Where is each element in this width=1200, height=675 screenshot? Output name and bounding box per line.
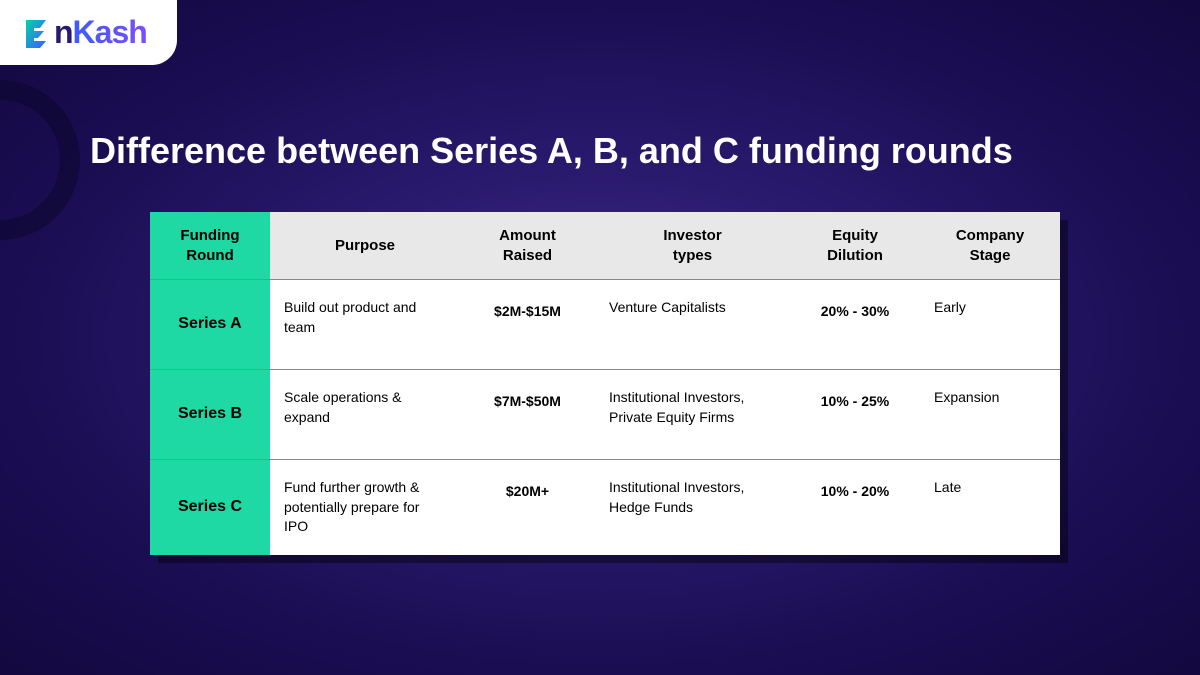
header-stage: CompanyStage bbox=[920, 212, 1060, 280]
cell-amount: $7M-$50M bbox=[460, 370, 595, 460]
page-title: Difference between Series A, B, and C fu… bbox=[90, 130, 1110, 172]
table-container: FundingRound Purpose AmountRaised Invest… bbox=[150, 212, 1110, 555]
header-purpose: Purpose bbox=[270, 212, 460, 280]
cell-stage: Early bbox=[920, 280, 1060, 370]
row-label-series-c: Series C bbox=[150, 460, 270, 555]
cell-purpose: Fund further growth & potentially prepar… bbox=[270, 460, 460, 555]
cell-stage: Late bbox=[920, 460, 1060, 555]
table-row: Series B Scale operations & expand $7M-$… bbox=[150, 370, 1060, 460]
cell-investors: Institutional Investors, Private Equity … bbox=[595, 370, 790, 460]
cell-amount: $20M+ bbox=[460, 460, 595, 555]
table-row: Series A Build out product and team $2M-… bbox=[150, 280, 1060, 370]
content-area: Difference between Series A, B, and C fu… bbox=[0, 0, 1200, 555]
cell-amount: $2M-$15M bbox=[460, 280, 595, 370]
cell-investors: Institutional Investors, Hedge Funds bbox=[595, 460, 790, 555]
cell-stage: Expansion bbox=[920, 370, 1060, 460]
logo-letter-n: n bbox=[54, 14, 73, 50]
row-label-series-a: Series A bbox=[150, 280, 270, 370]
header-dilution: EquityDilution bbox=[790, 212, 920, 280]
cell-purpose: Build out product and team bbox=[270, 280, 460, 370]
cell-purpose: Scale operations & expand bbox=[270, 370, 460, 460]
logo-text: nKash bbox=[54, 14, 147, 51]
header-amount: AmountRaised bbox=[460, 212, 595, 280]
cell-dilution: 20% - 30% bbox=[790, 280, 920, 370]
cell-dilution: 10% - 20% bbox=[790, 460, 920, 555]
table-header-row: FundingRound Purpose AmountRaised Invest… bbox=[150, 212, 1060, 280]
header-funding-round: FundingRound bbox=[150, 212, 270, 280]
header-investors: Investortypes bbox=[595, 212, 790, 280]
funding-table: FundingRound Purpose AmountRaised Invest… bbox=[150, 212, 1060, 555]
cell-dilution: 10% - 25% bbox=[790, 370, 920, 460]
row-label-series-b: Series B bbox=[150, 370, 270, 460]
logo-letter-kash: Kash bbox=[73, 14, 147, 50]
cell-investors: Venture Capitalists bbox=[595, 280, 790, 370]
logo-icon bbox=[24, 18, 52, 48]
logo-badge: nKash bbox=[0, 0, 177, 65]
table-row: Series C Fund further growth & potential… bbox=[150, 460, 1060, 555]
